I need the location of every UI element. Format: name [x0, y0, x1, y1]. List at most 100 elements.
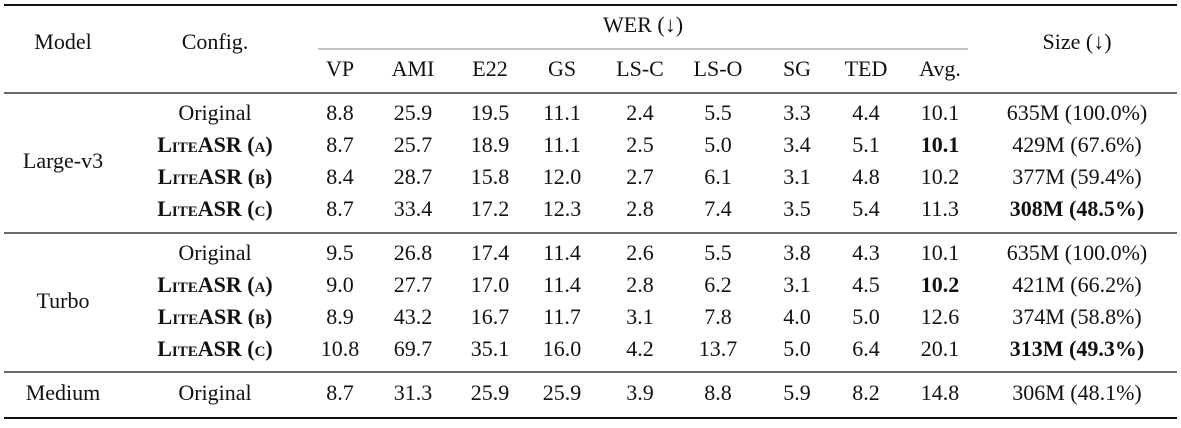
metric-header: LS-C — [616, 56, 664, 81]
cell: 17.4 — [471, 240, 510, 265]
cell: 5.4 — [852, 196, 880, 221]
config: Original — [178, 240, 251, 265]
cell: 5.1 — [852, 132, 880, 157]
cell: 4.3 — [852, 240, 880, 265]
cell: 15.8 — [471, 164, 510, 189]
metric-header: AMI — [392, 56, 435, 81]
cell: 11.4 — [543, 240, 581, 265]
cell: 8.2 — [852, 380, 880, 405]
cell: 10.1 — [921, 240, 960, 265]
cell: 11.1 — [543, 100, 581, 125]
cell: 25.9 — [394, 100, 433, 125]
metric-header: Avg. — [919, 56, 961, 81]
cell: 10.2 — [921, 164, 960, 189]
cell: 25.7 — [394, 132, 433, 157]
header-model: Model — [34, 29, 91, 54]
metric-header: LS-O — [694, 56, 743, 81]
cell: 11.7 — [543, 304, 581, 329]
cell: 11.3 — [921, 196, 959, 221]
cell: 27.7 — [394, 272, 433, 297]
config: Original — [178, 380, 251, 405]
cell: 9.0 — [326, 272, 354, 297]
cell: 10.8 — [321, 336, 360, 361]
config: LiteASR (b) — [158, 304, 273, 329]
cell: 8.8 — [704, 380, 732, 405]
cell: 2.5 — [626, 132, 654, 157]
cell: 13.7 — [699, 336, 738, 361]
cell: 18.9 — [471, 132, 510, 157]
cell: 69.7 — [394, 336, 433, 361]
cell: 8.4 — [326, 164, 354, 189]
cell: 3.8 — [783, 240, 811, 265]
cell: 8.7 — [326, 196, 354, 221]
cell: 5.0 — [704, 132, 732, 157]
cell: 12.0 — [543, 164, 582, 189]
config: LiteASR (c) — [157, 336, 273, 361]
cell: 5.0 — [852, 304, 880, 329]
cell: 12.3 — [543, 196, 582, 221]
cell: 3.9 — [626, 380, 654, 405]
config: Original — [178, 100, 251, 125]
metric-header: E22 — [472, 56, 507, 81]
cell: 16.0 — [543, 336, 582, 361]
cell: 7.8 — [704, 304, 732, 329]
cell: 25.9 — [543, 380, 582, 405]
cell: 3.4 — [783, 132, 811, 157]
cell: 11.4 — [543, 272, 581, 297]
cell: 5.5 — [704, 100, 732, 125]
cell: 10.2 — [921, 272, 960, 297]
size-cell: 429M (67.6%) — [1012, 132, 1142, 157]
cell: 26.8 — [394, 240, 433, 265]
cell: 4.2 — [626, 336, 654, 361]
header-size: Size (↓) — [1042, 29, 1111, 54]
cell: 31.3 — [394, 380, 433, 405]
cell: 4.0 — [783, 304, 811, 329]
size-cell: 377M (59.4%) — [1012, 164, 1142, 189]
cell: 25.9 — [471, 380, 510, 405]
metric-header: SG — [783, 56, 811, 81]
cell: 33.4 — [394, 196, 433, 221]
cell: 43.2 — [394, 304, 433, 329]
cell: 2.8 — [626, 272, 654, 297]
cell: 3.1 — [783, 164, 811, 189]
cell: 14.8 — [921, 380, 960, 405]
size-cell: 308M (48.5%) — [1010, 196, 1144, 221]
config: LiteASR (a) — [157, 132, 273, 157]
model-name: Large-v3 — [23, 148, 103, 173]
cell: 12.6 — [921, 304, 960, 329]
size-cell: 635M (100.0%) — [1007, 100, 1148, 125]
cell: 2.4 — [626, 100, 654, 125]
cell: 6.4 — [852, 336, 880, 361]
size-cell: 421M (66.2%) — [1012, 272, 1142, 297]
size-cell: 306M (48.1%) — [1012, 380, 1142, 405]
cell: 2.8 — [626, 196, 654, 221]
cell: 6.2 — [704, 272, 732, 297]
metric-header: GS — [548, 56, 576, 81]
cell: 2.6 — [626, 240, 654, 265]
cell: 17.0 — [471, 272, 510, 297]
cell: 19.5 — [471, 100, 510, 125]
cell: 10.1 — [921, 100, 960, 125]
size-cell: 635M (100.0%) — [1007, 240, 1148, 265]
cell: 35.1 — [471, 336, 510, 361]
header-wer: WER (↓) — [603, 12, 683, 37]
cell: 7.4 — [704, 196, 732, 221]
cell: 3.1 — [783, 272, 811, 297]
model-name: Turbo — [37, 288, 90, 313]
cell: 4.5 — [852, 272, 880, 297]
cell: 28.7 — [394, 164, 433, 189]
cell: 5.5 — [704, 240, 732, 265]
cell: 9.5 — [326, 240, 354, 265]
config: LiteASR (a) — [157, 272, 273, 297]
model-name: Medium — [26, 380, 101, 405]
size-cell: 313M (49.3%) — [1010, 336, 1144, 361]
cell: 17.2 — [471, 196, 510, 221]
cell: 8.9 — [326, 304, 354, 329]
cell: 2.7 — [626, 164, 654, 189]
cell: 11.1 — [543, 132, 581, 157]
metric-header: VP — [326, 56, 354, 81]
header-config: Config. — [182, 29, 249, 54]
cell: 4.4 — [852, 100, 880, 125]
cell: 20.1 — [921, 336, 960, 361]
